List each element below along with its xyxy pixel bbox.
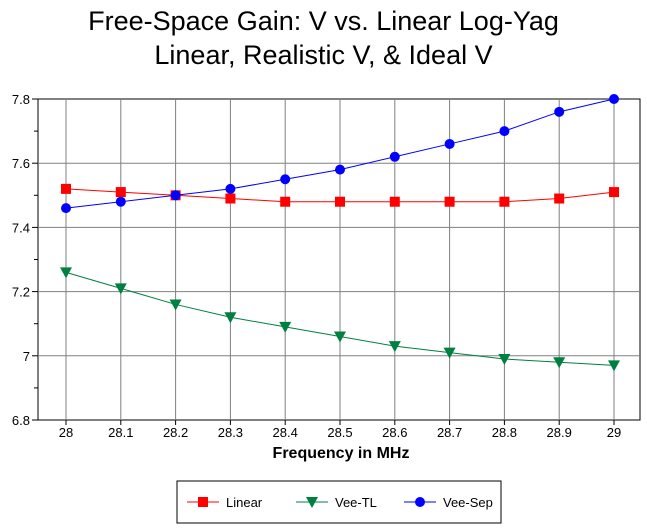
marker-triangle <box>553 357 566 369</box>
x-tick-label: 28.1 <box>108 425 133 440</box>
marker-square <box>554 193 565 204</box>
x-tick-label: 28.2 <box>163 425 188 440</box>
marker-triangle <box>608 360 620 372</box>
marker-circle <box>61 203 71 214</box>
legend-item-linear: Linear <box>187 495 263 510</box>
legend-item-vee-tl: Vee-TL <box>296 495 377 510</box>
marker-triangle <box>279 321 292 333</box>
marker-circle <box>389 151 400 162</box>
marker-square <box>609 187 619 198</box>
marker-circle <box>225 183 236 194</box>
marker-circle <box>280 174 291 185</box>
plot-area <box>37 98 641 421</box>
marker-triangle <box>498 354 511 366</box>
marker-circle <box>609 94 619 104</box>
marker-square <box>499 196 510 207</box>
x-tick-label: 28.8 <box>492 425 517 440</box>
legend-label: Vee-TL <box>335 495 377 510</box>
marker-square <box>198 497 208 507</box>
marker-circle <box>115 196 126 207</box>
marker-circle <box>499 126 510 137</box>
y-tick-label: 7.4 <box>12 220 30 235</box>
marker-triangle <box>114 283 127 295</box>
x-tick-label: 28.4 <box>273 425 298 440</box>
legend-label: Vee-Sep <box>443 495 493 510</box>
legend-label: Linear <box>226 495 263 510</box>
chart-title: Free-Space Gain: V vs. Linear Log-Yag Li… <box>0 4 647 72</box>
series-vee-sep <box>61 94 619 214</box>
x-tick-label: 29 <box>607 425 621 440</box>
y-tick-label: 7.6 <box>12 156 30 171</box>
marker-square <box>115 187 126 198</box>
marker-triangle <box>169 299 182 311</box>
x-axis-ticks: 28 28.1 28.2 28.3 28.4 28.5 28.6 28.7 28.8 28.9 29 <box>59 420 621 440</box>
marker-circle <box>554 106 565 117</box>
x-tick-label: 28 <box>59 425 73 440</box>
marker-triangle <box>60 267 72 279</box>
marker-circle <box>335 164 345 175</box>
marker-square <box>280 196 291 207</box>
series-vee-tl <box>60 267 620 372</box>
marker-square <box>225 193 236 204</box>
marker-square <box>335 196 345 207</box>
marker-triangle <box>224 312 237 324</box>
y-tick-label: 6.8 <box>12 413 30 428</box>
marker-triangle <box>443 347 456 359</box>
marker-square <box>444 196 455 207</box>
grid <box>38 99 640 420</box>
x-tick-label: 28.3 <box>218 425 243 440</box>
x-tick-label: 28.9 <box>547 425 572 440</box>
marker-triangle <box>334 331 346 343</box>
x-tick-label: 28.7 <box>437 425 462 440</box>
x-tick-label: 28.6 <box>382 425 407 440</box>
marker-triangle <box>388 341 401 353</box>
legend: Linear Vee-TL Vee-Sep <box>176 480 502 524</box>
y-tick-label: 7.2 <box>12 285 30 300</box>
legend-item-vee-sep: Vee-Sep <box>404 495 493 510</box>
x-tick-label: 28.5 <box>327 425 352 440</box>
marker-circle <box>415 497 425 507</box>
legend-box <box>176 480 502 524</box>
marker-square <box>61 183 71 194</box>
marker-circle <box>170 190 181 201</box>
y-axis-ticks: 7.8 7.6 7.4 7.2 7 6.8 <box>12 92 38 428</box>
chart-title-line-2: Linear, Realistic V, & Ideal V <box>154 40 493 70</box>
marker-square <box>389 196 400 207</box>
y-tick-label: 7 <box>23 349 30 364</box>
chart-title-line-1: Free-Space Gain: V vs. Linear Log-Yag <box>88 6 559 36</box>
marker-circle <box>444 138 455 149</box>
series-group <box>60 94 620 372</box>
y-tick-label: 7.8 <box>12 92 30 107</box>
x-axis-label: Frequency in MHz <box>273 445 410 462</box>
marker-triangle <box>306 497 318 508</box>
